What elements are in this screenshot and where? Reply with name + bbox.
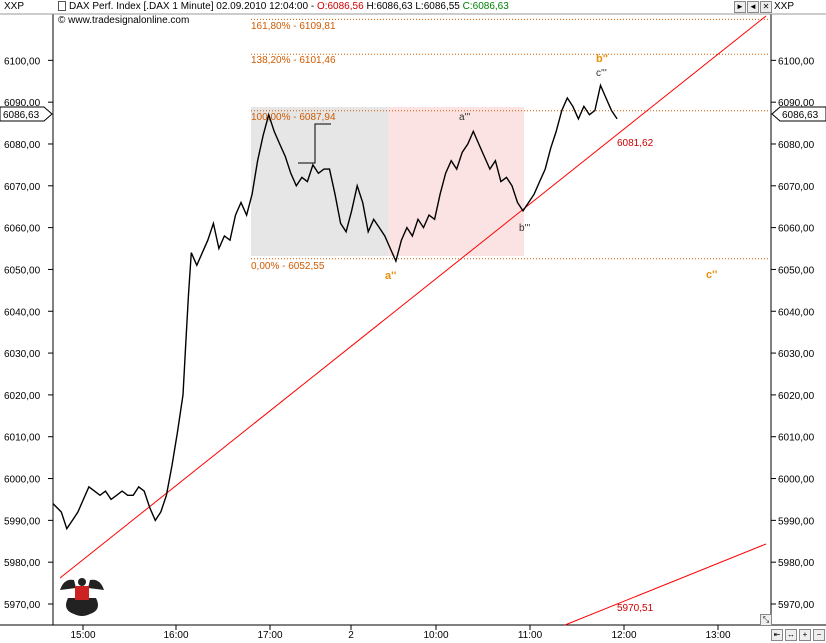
- svg-text:6086,63: 6086,63: [3, 110, 40, 121]
- price-series-line: [52, 83, 618, 531]
- fibonacci-label: 0,00% - 6052,55: [251, 261, 325, 272]
- y-tick-label: 5970,00: [4, 600, 41, 611]
- trend-label-lower: 5970,51: [617, 603, 654, 614]
- nav-right-icon[interactable]: ►: [734, 1, 746, 13]
- y-tick-label: 6030,00: [4, 349, 41, 360]
- symbol-right[interactable]: XXP: [774, 1, 795, 12]
- x-tick-label: 12:00: [611, 630, 636, 641]
- y-tick-label: 6010,00: [4, 433, 41, 444]
- last-price-tag-right: 6086,63: [771, 106, 826, 122]
- y-tick-label: 5980,00: [4, 558, 41, 569]
- symbol-left[interactable]: XXP: [4, 1, 25, 12]
- y-tick-label: 5990,00: [4, 516, 41, 527]
- scroll-both-icon[interactable]: ↔: [785, 629, 797, 641]
- chart-title: DAX Perf. Index [.DAX 1 Minute] 02.09.20…: [69, 1, 317, 12]
- y-tick-label: 5970,00: [778, 600, 815, 611]
- x-tick-label: 15:00: [70, 630, 95, 641]
- close-icon[interactable]: ✕: [760, 1, 772, 13]
- y-tick-label: 5980,00: [778, 558, 815, 569]
- y-tick-label: 6000,00: [778, 475, 815, 486]
- zoom-out-icon[interactable]: −: [813, 629, 825, 641]
- y-tick-label: 6070,00: [4, 182, 41, 193]
- y-tick-label: 6080,00: [4, 140, 41, 151]
- retracement-box-grey: [251, 107, 388, 256]
- y-tick-label: 6050,00: [778, 265, 815, 276]
- y-tick-label: 6060,00: [4, 224, 41, 235]
- x-tick-label: 13:00: [705, 630, 730, 641]
- fibonacci-label: 138,20% - 6101,46: [251, 55, 336, 66]
- last-price-tag-left: 6086,63: [0, 106, 53, 122]
- y-tick-label: 6040,00: [4, 307, 41, 318]
- wave-label-b-major: b'': [596, 53, 608, 65]
- y-tick-label: 6020,00: [4, 391, 41, 402]
- copyright-icon: ©: [58, 15, 66, 26]
- y-axis-left: 5970,00 5980,00 5990,00 6000,00 6010,00 6020,…: [4, 56, 53, 611]
- y-tick-label: 6100,00: [778, 56, 815, 67]
- y-tick-label: 6070,00: [778, 182, 815, 193]
- y-tick-label: 6050,00: [4, 265, 41, 276]
- scroll-left-icon[interactable]: ⇤: [771, 629, 783, 641]
- svg-text:6086,63: 6086,63: [782, 110, 819, 121]
- trend-label-upper: 6081,62: [617, 138, 654, 149]
- header-title: DAX Perf. Index [.DAX 1 Minute] 02.09.20…: [58, 0, 509, 14]
- ohlc-low: L:6086,55: [415, 1, 460, 12]
- y-tick-label: 6040,00: [778, 307, 815, 318]
- source-watermark: © www.tradesignalonline.com: [58, 15, 190, 26]
- price-marker-step: [298, 123, 331, 164]
- x-tick-label: 16:00: [163, 630, 188, 641]
- y-tick-label: 5990,00: [778, 516, 815, 527]
- x-axis: 15:00 16:00 17:00 2 10:00 11:00 12:00 13:00: [70, 625, 731, 641]
- trend-line-main: [59, 15, 767, 579]
- fibonacci-label: 161,80% - 6109,81: [251, 21, 336, 32]
- ohlc-open: O:6086,56: [316, 1, 364, 12]
- wave-label-a-minor: a''': [459, 112, 470, 123]
- wave-label-b-minor: b''': [519, 223, 530, 234]
- wave-label-c-minor: c''': [596, 68, 607, 79]
- y-tick-label: 6100,00: [4, 56, 41, 67]
- y-tick-label: 6090,00: [4, 98, 41, 109]
- nav-left-icon[interactable]: ◄: [747, 1, 759, 13]
- y-tick-label: 6000,00: [4, 475, 41, 486]
- retracement-box-pink: [388, 107, 524, 256]
- x-tick-label: 11:00: [518, 630, 543, 641]
- logo-emblem: [60, 578, 104, 616]
- menu-icon[interactable]: [58, 1, 66, 12]
- x-tick-label: 10:00: [423, 630, 448, 641]
- trend-line-lower: [564, 543, 767, 626]
- fibonacci-levels: 161,80% - 6109,81 138,20% - 6101,46 100,00…: [251, 18, 770, 272]
- x-tick-label: 2: [348, 630, 354, 641]
- wave-label-a-major: a'': [385, 270, 397, 282]
- ohlc-high: H:6086,63: [366, 1, 413, 12]
- y-tick-label: 6010,00: [778, 433, 815, 444]
- x-tick-label: 17:00: [257, 630, 282, 641]
- zoom-in-icon[interactable]: +: [799, 629, 811, 641]
- ohlc-close: C:6086,63: [462, 1, 509, 12]
- resize-icon[interactable]: ⤡: [760, 614, 772, 626]
- y-tick-label: 6060,00: [778, 224, 815, 235]
- y-axis-right: 5970,00 5980,00 5990,00 6000,00 6010,00 6020,…: [771, 56, 815, 611]
- y-tick-label: 6080,00: [778, 140, 815, 151]
- wave-label-c-major: c'': [706, 269, 718, 281]
- fibonacci-label: 100,00% - 6087,94: [251, 112, 336, 123]
- y-tick-label: 6020,00: [778, 391, 815, 402]
- y-tick-label: 6090,00: [778, 98, 815, 109]
- y-tick-label: 6030,00: [778, 349, 815, 360]
